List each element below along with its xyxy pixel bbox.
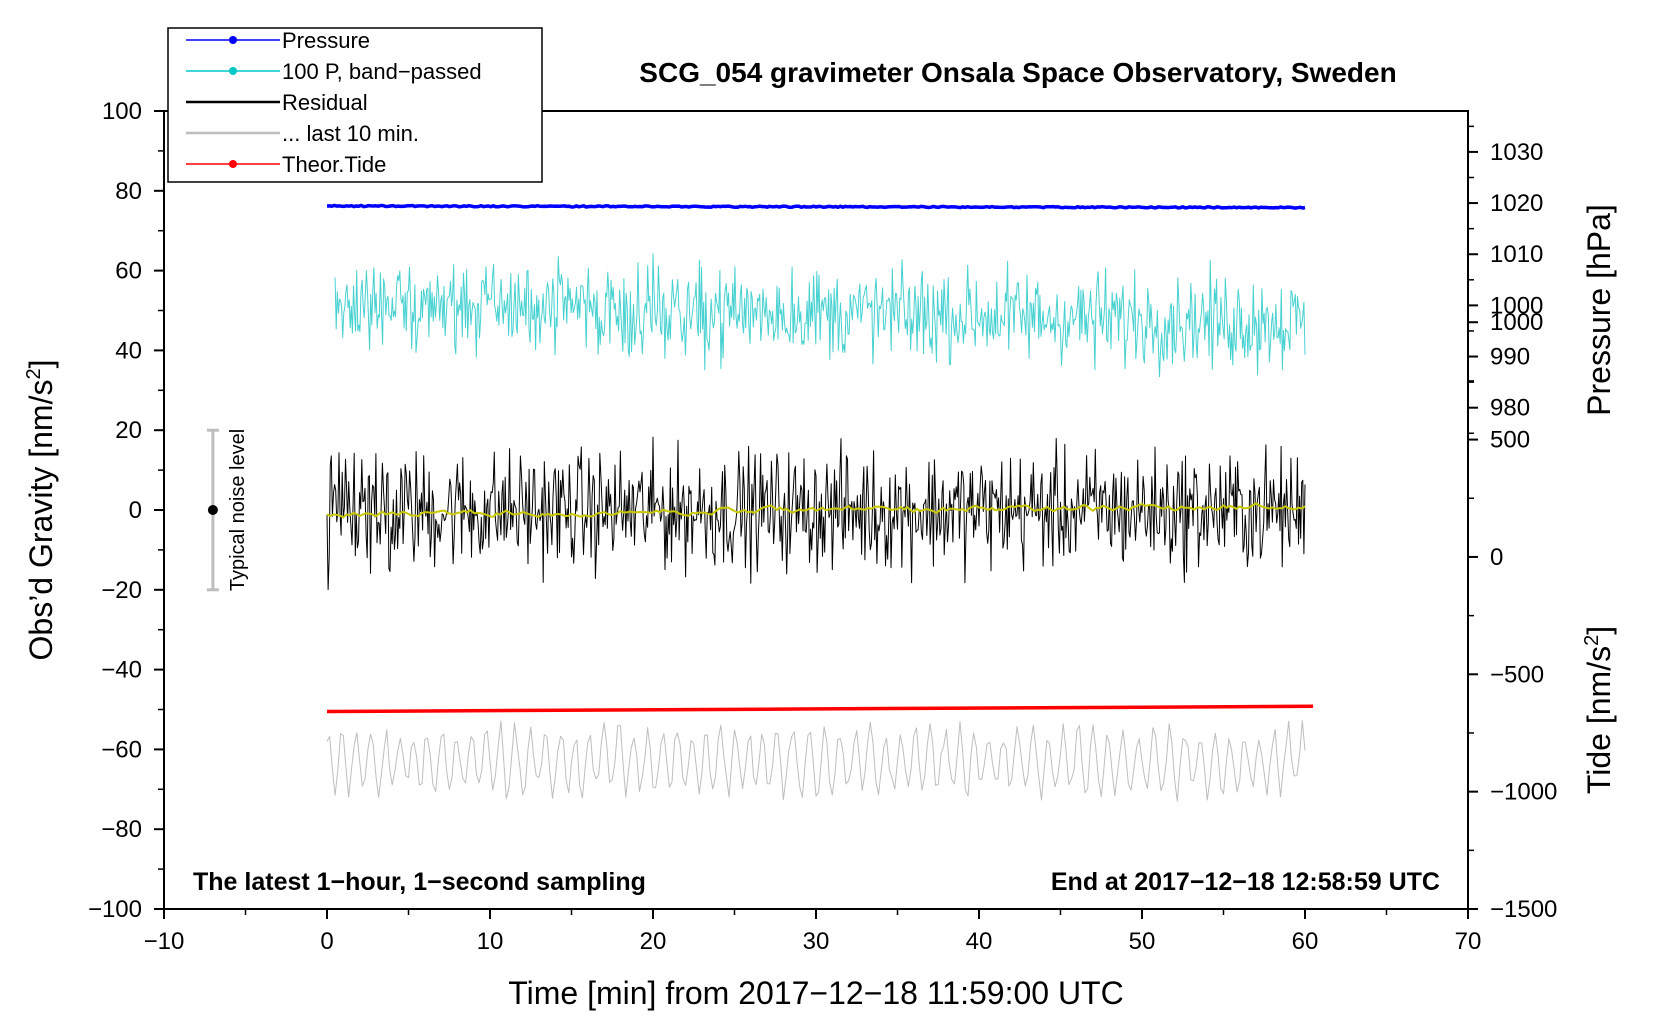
annotation-end-time: End at 2017−12−18 12:58:59 UTC xyxy=(1051,868,1440,896)
y-axis-title-pressure: Pressure [hPa] xyxy=(1581,204,1617,416)
x-axis-title: Time [min] from 2017−12−18 11:59:00 UTC xyxy=(508,975,1123,1011)
series-theor-tide xyxy=(326,704,1314,714)
y-tick-label-7: 40 xyxy=(115,337,142,364)
series-100-p-band-passed xyxy=(334,253,1306,378)
series-layer xyxy=(326,203,1314,802)
tide-tick-label-1: −1000 xyxy=(1490,779,1557,806)
x-tick-label-1: 0 xyxy=(320,928,333,955)
x-tick-label-2: 10 xyxy=(477,928,504,955)
y-tick-label-1: −80 xyxy=(101,816,142,843)
x-tick-label-4: 30 xyxy=(803,928,830,955)
y-tick-label-0: −100 xyxy=(88,896,142,923)
y-tick-label-10: 100 xyxy=(102,98,142,125)
y-tick-label-2: −60 xyxy=(101,736,142,763)
noise-level-dot xyxy=(207,505,218,515)
legend-marker-0 xyxy=(229,36,237,44)
y-tick-label-5: 0 xyxy=(129,497,142,524)
y-tick-label-4: −20 xyxy=(101,577,142,604)
legend-marker-1 xyxy=(229,67,237,75)
legend-label-0: Pressure xyxy=(282,28,370,53)
x-tick-label-7: 60 xyxy=(1292,928,1319,955)
legend-box xyxy=(167,27,543,183)
series-pressure xyxy=(326,203,1306,210)
pressure-tick-label-2: 1000 xyxy=(1490,292,1543,319)
noise-level-indicator: Typical noise level xyxy=(206,428,249,592)
y-axis-title-tide: Tide [nm/s2] xyxy=(1581,626,1617,794)
ticks-layer: −10 0 10 20 30 40 50 60 70−100−80−60−40−20020406… xyxy=(88,98,1557,955)
series-residual-smoothed xyxy=(326,502,1306,519)
y-tick-label-9: 80 xyxy=(115,178,142,205)
tide-tick-label-3: 0 xyxy=(1490,544,1503,571)
tide-title-main: Tide [nm/s xyxy=(1581,646,1617,794)
y-axis-title-close: ] xyxy=(23,360,59,369)
tide-tick-label-4: 500 xyxy=(1490,427,1530,454)
y-axis-title-main: Obs’d Gravity [nm/s xyxy=(23,380,59,661)
x-tick-label-0: −10 xyxy=(144,928,185,955)
pressure-tick-label-0: 980 xyxy=(1490,395,1530,422)
series--last-10-min- xyxy=(326,720,1306,802)
y-axis-title-sup: 2 xyxy=(23,368,45,379)
pressure-tick-label-1: 990 xyxy=(1490,344,1530,371)
noise-level-label: Typical noise level xyxy=(227,429,249,591)
chart-title: SCG_054 gravimeter Onsala Space Observat… xyxy=(639,57,1396,88)
legend-label-4: Theor.Tide xyxy=(282,152,386,177)
pressure-tick-label-5: 1030 xyxy=(1490,139,1543,166)
tide-title-close: ] xyxy=(1581,626,1617,635)
x-tick-label-3: 20 xyxy=(640,928,667,955)
tide-tick-label-2: −500 xyxy=(1490,661,1544,688)
y-tick-label-8: 60 xyxy=(115,258,142,285)
series-residual xyxy=(326,436,1306,591)
tide-tick-label-5: 1000 xyxy=(1490,309,1543,336)
legend-marker-4 xyxy=(229,160,237,168)
legend-label-3: ... last 10 min. xyxy=(282,121,419,146)
pressure-tick-label-4: 1020 xyxy=(1490,190,1543,217)
annotation-sampling: The latest 1−hour, 1−second sampling xyxy=(193,868,646,896)
legend-items: Pressure 100 P, band−passed Residual ... la… xyxy=(186,28,482,177)
x-tick-label-8: 70 xyxy=(1455,928,1482,955)
legend-label-2: Residual xyxy=(282,90,368,115)
x-tick-label-5: 40 xyxy=(966,928,993,955)
tide-tick-label-0: −1500 xyxy=(1490,896,1557,923)
tide-title-sup: 2 xyxy=(1581,635,1603,646)
x-tick-label-6: 50 xyxy=(1129,928,1156,955)
y-axis-title-left: Obs’d Gravity [nm/s2] xyxy=(23,360,59,661)
y-tick-label-6: 20 xyxy=(115,417,142,444)
legend: Pressure 100 P, band−passed Residual ... la… xyxy=(167,27,543,183)
y-tick-label-3: −40 xyxy=(101,657,142,684)
pressure-tick-label-3: 1010 xyxy=(1490,241,1543,268)
legend-label-1: 100 P, band−passed xyxy=(282,59,482,84)
